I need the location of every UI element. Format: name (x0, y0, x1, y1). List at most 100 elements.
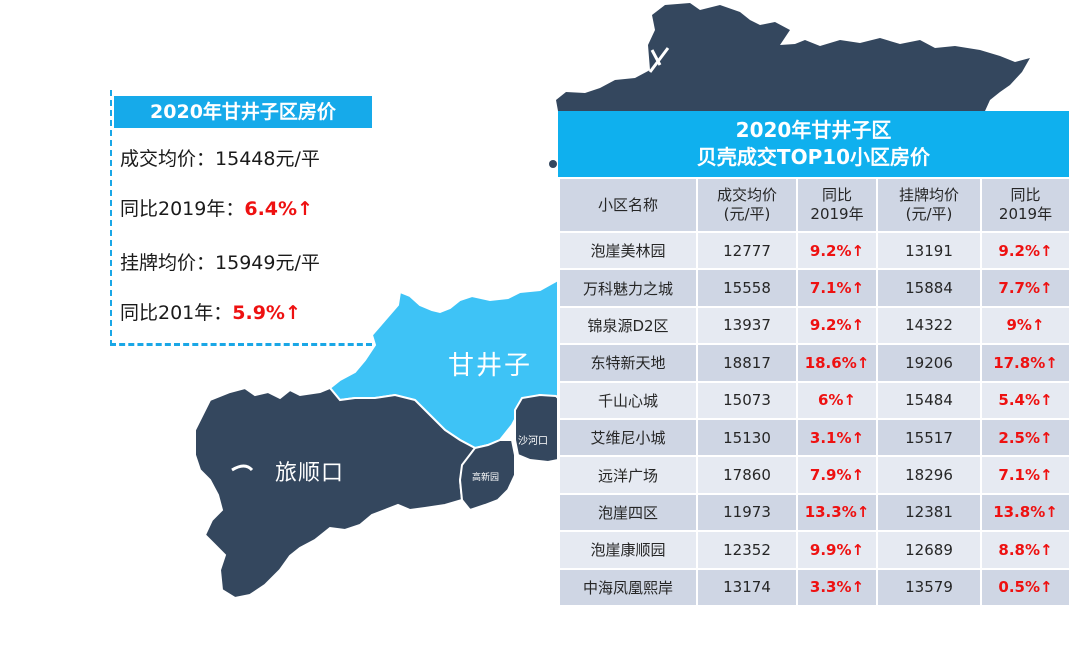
list-yoy-label: 同比201年： (120, 302, 233, 324)
cell-list-yoy: 17.8%↑ (980, 343, 1071, 383)
header-list-yoy: 同比 2019年 (980, 177, 1071, 233)
deal-yoy-value: 6.4%↑ (244, 198, 313, 220)
header-deal-price-line2: (元/平) (723, 205, 771, 223)
cell-list-yoy: 5.4%↑ (980, 380, 1071, 420)
cell-name: 泡崖康顺园 (558, 530, 698, 570)
cell-list: 19206 (876, 343, 982, 383)
top10-table: 小区名称 成交均价 (元/平) 同比 2019年 挂牌均价 (元/平) 同比 2019年… (558, 177, 1071, 607)
cell-list-yoy: 7.1%↑ (980, 455, 1071, 495)
header-name: 小区名称 (558, 177, 698, 233)
map-region-gaoxinyuan (458, 439, 516, 512)
map-label-lushunkou: 旅顺口 (275, 461, 345, 486)
cell-name: 泡崖美林园 (558, 230, 698, 271)
cell-deal: 15558 (696, 268, 798, 308)
header-deal-price-line1: 成交均价 (716, 186, 777, 204)
list-yoy-value: 5.9%↑ (232, 302, 301, 324)
cell-list: 15517 (876, 417, 982, 458)
cell-list: 15484 (876, 380, 982, 420)
cell-list: 12381 (876, 492, 982, 533)
cell-deal-yoy: 7.1%↑ (796, 268, 878, 308)
cell-deal: 13174 (696, 567, 798, 607)
header-list-price-line1: 挂牌均价 (898, 186, 959, 204)
table-row: 泡崖康顺园 12352 9.9%↑ 12689 8.8%↑ (558, 530, 1071, 570)
cell-list: 18296 (876, 455, 982, 495)
cell-name: 艾维尼小城 (558, 417, 698, 458)
map-label-ganjingzi: 甘井子 (448, 351, 533, 381)
cell-list-yoy: 0.5%↑ (980, 567, 1071, 607)
top10-table-panel: 2020年甘井子区 贝壳成交TOP10小区房价 小区名称 成交均价 (元/平) 同… (558, 111, 1071, 607)
list-yoy-row: 同比201年：5.9%↑ (120, 298, 301, 325)
cell-list: 13579 (876, 567, 982, 607)
table-row: 中海凤凰熙岸 13174 3.3%↑ 13579 0.5%↑ (558, 567, 1071, 607)
list-avg-row: 挂牌均价：15949元/平 (120, 248, 320, 275)
deal-yoy-label: 同比2019年： (120, 198, 245, 220)
cell-name: 远洋广场 (558, 455, 698, 495)
header-deal-yoy-line1: 同比 (821, 186, 852, 204)
cell-name: 锦泉源D2区 (558, 305, 698, 346)
cell-name: 东特新天地 (558, 343, 698, 383)
cell-list: 15884 (876, 268, 982, 308)
cell-deal: 11973 (696, 492, 798, 533)
table-title-line1: 2020年甘井子区 (735, 118, 892, 142)
header-deal-yoy-line2: 2019年 (810, 205, 864, 223)
cell-name: 千山心城 (558, 380, 698, 420)
cell-deal-yoy: 18.6%↑ (796, 343, 878, 383)
cell-name: 万科魅力之城 (558, 268, 698, 308)
map-label-shahekou: 沙河口 (518, 436, 548, 447)
header-deal-price: 成交均价 (元/平) (696, 177, 798, 233)
cell-name: 泡崖四区 (558, 492, 698, 533)
deal-avg-label: 成交均价： (120, 148, 216, 170)
cell-list-yoy: 8.8%↑ (980, 530, 1071, 570)
map-region-north (556, 3, 1030, 111)
table-row: 艾维尼小城 15130 3.1%↑ 15517 2.5%↑ (558, 417, 1071, 458)
deal-yoy-row: 同比2019年：6.4%↑ (120, 194, 313, 221)
cell-deal: 12777 (696, 230, 798, 271)
table-row: 万科魅力之城 15558 7.1%↑ 15884 7.7%↑ (558, 268, 1071, 308)
cell-deal-yoy: 9.2%↑ (796, 305, 878, 346)
map-label-gaoxinyuan: 高新园 (472, 473, 500, 483)
cell-list-yoy: 2.5%↑ (980, 417, 1071, 458)
list-avg-value: 15949元/平 (215, 252, 320, 274)
header-list-yoy-line1: 同比 (1010, 186, 1041, 204)
cell-deal: 18817 (696, 343, 798, 383)
header-list-yoy-line2: 2019年 (998, 205, 1053, 223)
cell-list: 14322 (876, 305, 982, 346)
header-deal-yoy: 同比 2019年 (796, 177, 878, 233)
cell-list-yoy: 9%↑ (980, 305, 1071, 346)
cell-deal-yoy: 7.9%↑ (796, 455, 878, 495)
header-list-price: 挂牌均价 (元/平) (876, 177, 982, 233)
table-row: 锦泉源D2区 13937 9.2%↑ 14322 9%↑ (558, 305, 1071, 346)
cell-deal: 12352 (696, 530, 798, 570)
deal-avg-value: 15448元/平 (215, 148, 320, 170)
header-list-price-line2: (元/平) (905, 205, 953, 223)
cell-deal: 17860 (696, 455, 798, 495)
price-summary-panel: 2020年甘井子区房价 成交均价：15448元/平 同比2019年：6.4%↑ … (110, 90, 372, 346)
cell-deal-yoy: 13.3%↑ (796, 492, 878, 533)
list-avg-label: 挂牌均价： (120, 252, 216, 274)
map-region-lushunkou (194, 386, 477, 600)
table-row: 远洋广场 17860 7.9%↑ 18296 7.1%↑ (558, 455, 1071, 495)
cell-deal-yoy: 3.1%↑ (796, 417, 878, 458)
cell-list-yoy: 9.2%↑ (980, 230, 1071, 271)
cell-deal: 15073 (696, 380, 798, 420)
cell-deal: 13937 (696, 305, 798, 346)
cell-deal: 15130 (696, 417, 798, 458)
table-row: 东特新天地 18817 18.6%↑ 19206 17.8%↑ (558, 343, 1071, 383)
cell-list-yoy: 7.7%↑ (980, 268, 1071, 308)
cell-list-yoy: 13.8%↑ (980, 492, 1071, 533)
table-header-row: 小区名称 成交均价 (元/平) 同比 2019年 挂牌均价 (元/平) 同比 2019年 (558, 177, 1071, 233)
table-row: 泡崖美林园 12777 9.2%↑ 13191 9.2%↑ (558, 230, 1071, 271)
table-title: 2020年甘井子区 贝壳成交TOP10小区房价 (558, 111, 1069, 177)
summary-title: 2020年甘井子区房价 (114, 96, 372, 128)
cell-name: 中海凤凰熙岸 (558, 567, 698, 607)
table-row: 泡崖四区 11973 13.3%↑ 12381 13.8%↑ (558, 492, 1071, 533)
table-row: 千山心城 15073 6%↑ 15484 5.4%↑ (558, 380, 1071, 420)
deal-avg-row: 成交均价：15448元/平 (120, 144, 320, 171)
cell-list: 12689 (876, 530, 982, 570)
cell-deal-yoy: 6%↑ (796, 380, 878, 420)
cell-list: 13191 (876, 230, 982, 271)
cell-deal-yoy: 9.9%↑ (796, 530, 878, 570)
table-title-line2: 贝壳成交TOP10小区房价 (696, 145, 931, 169)
cell-deal-yoy: 3.3%↑ (796, 567, 878, 607)
